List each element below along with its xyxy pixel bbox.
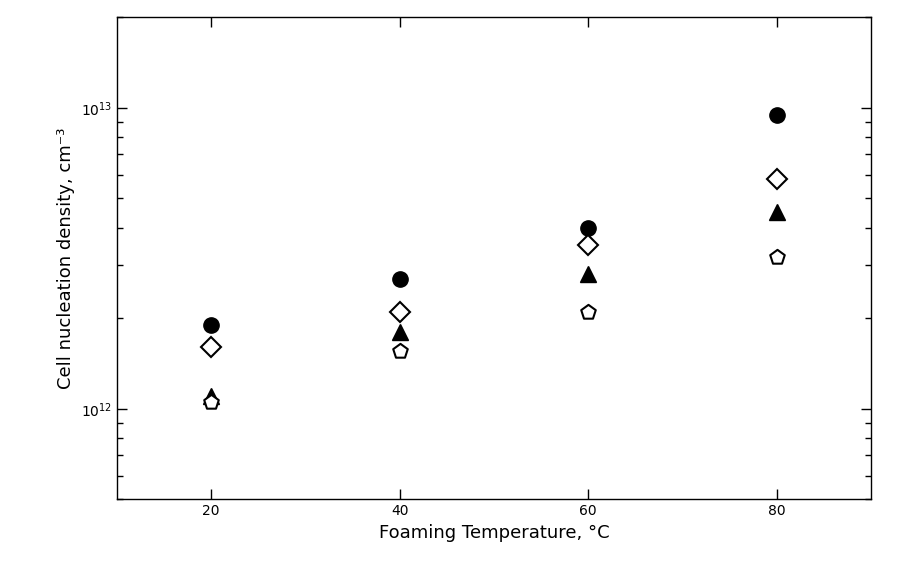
X-axis label: Foaming Temperature, °C: Foaming Temperature, °C — [379, 524, 609, 542]
Y-axis label: Cell nucleation density, cm⁻³: Cell nucleation density, cm⁻³ — [57, 127, 75, 389]
